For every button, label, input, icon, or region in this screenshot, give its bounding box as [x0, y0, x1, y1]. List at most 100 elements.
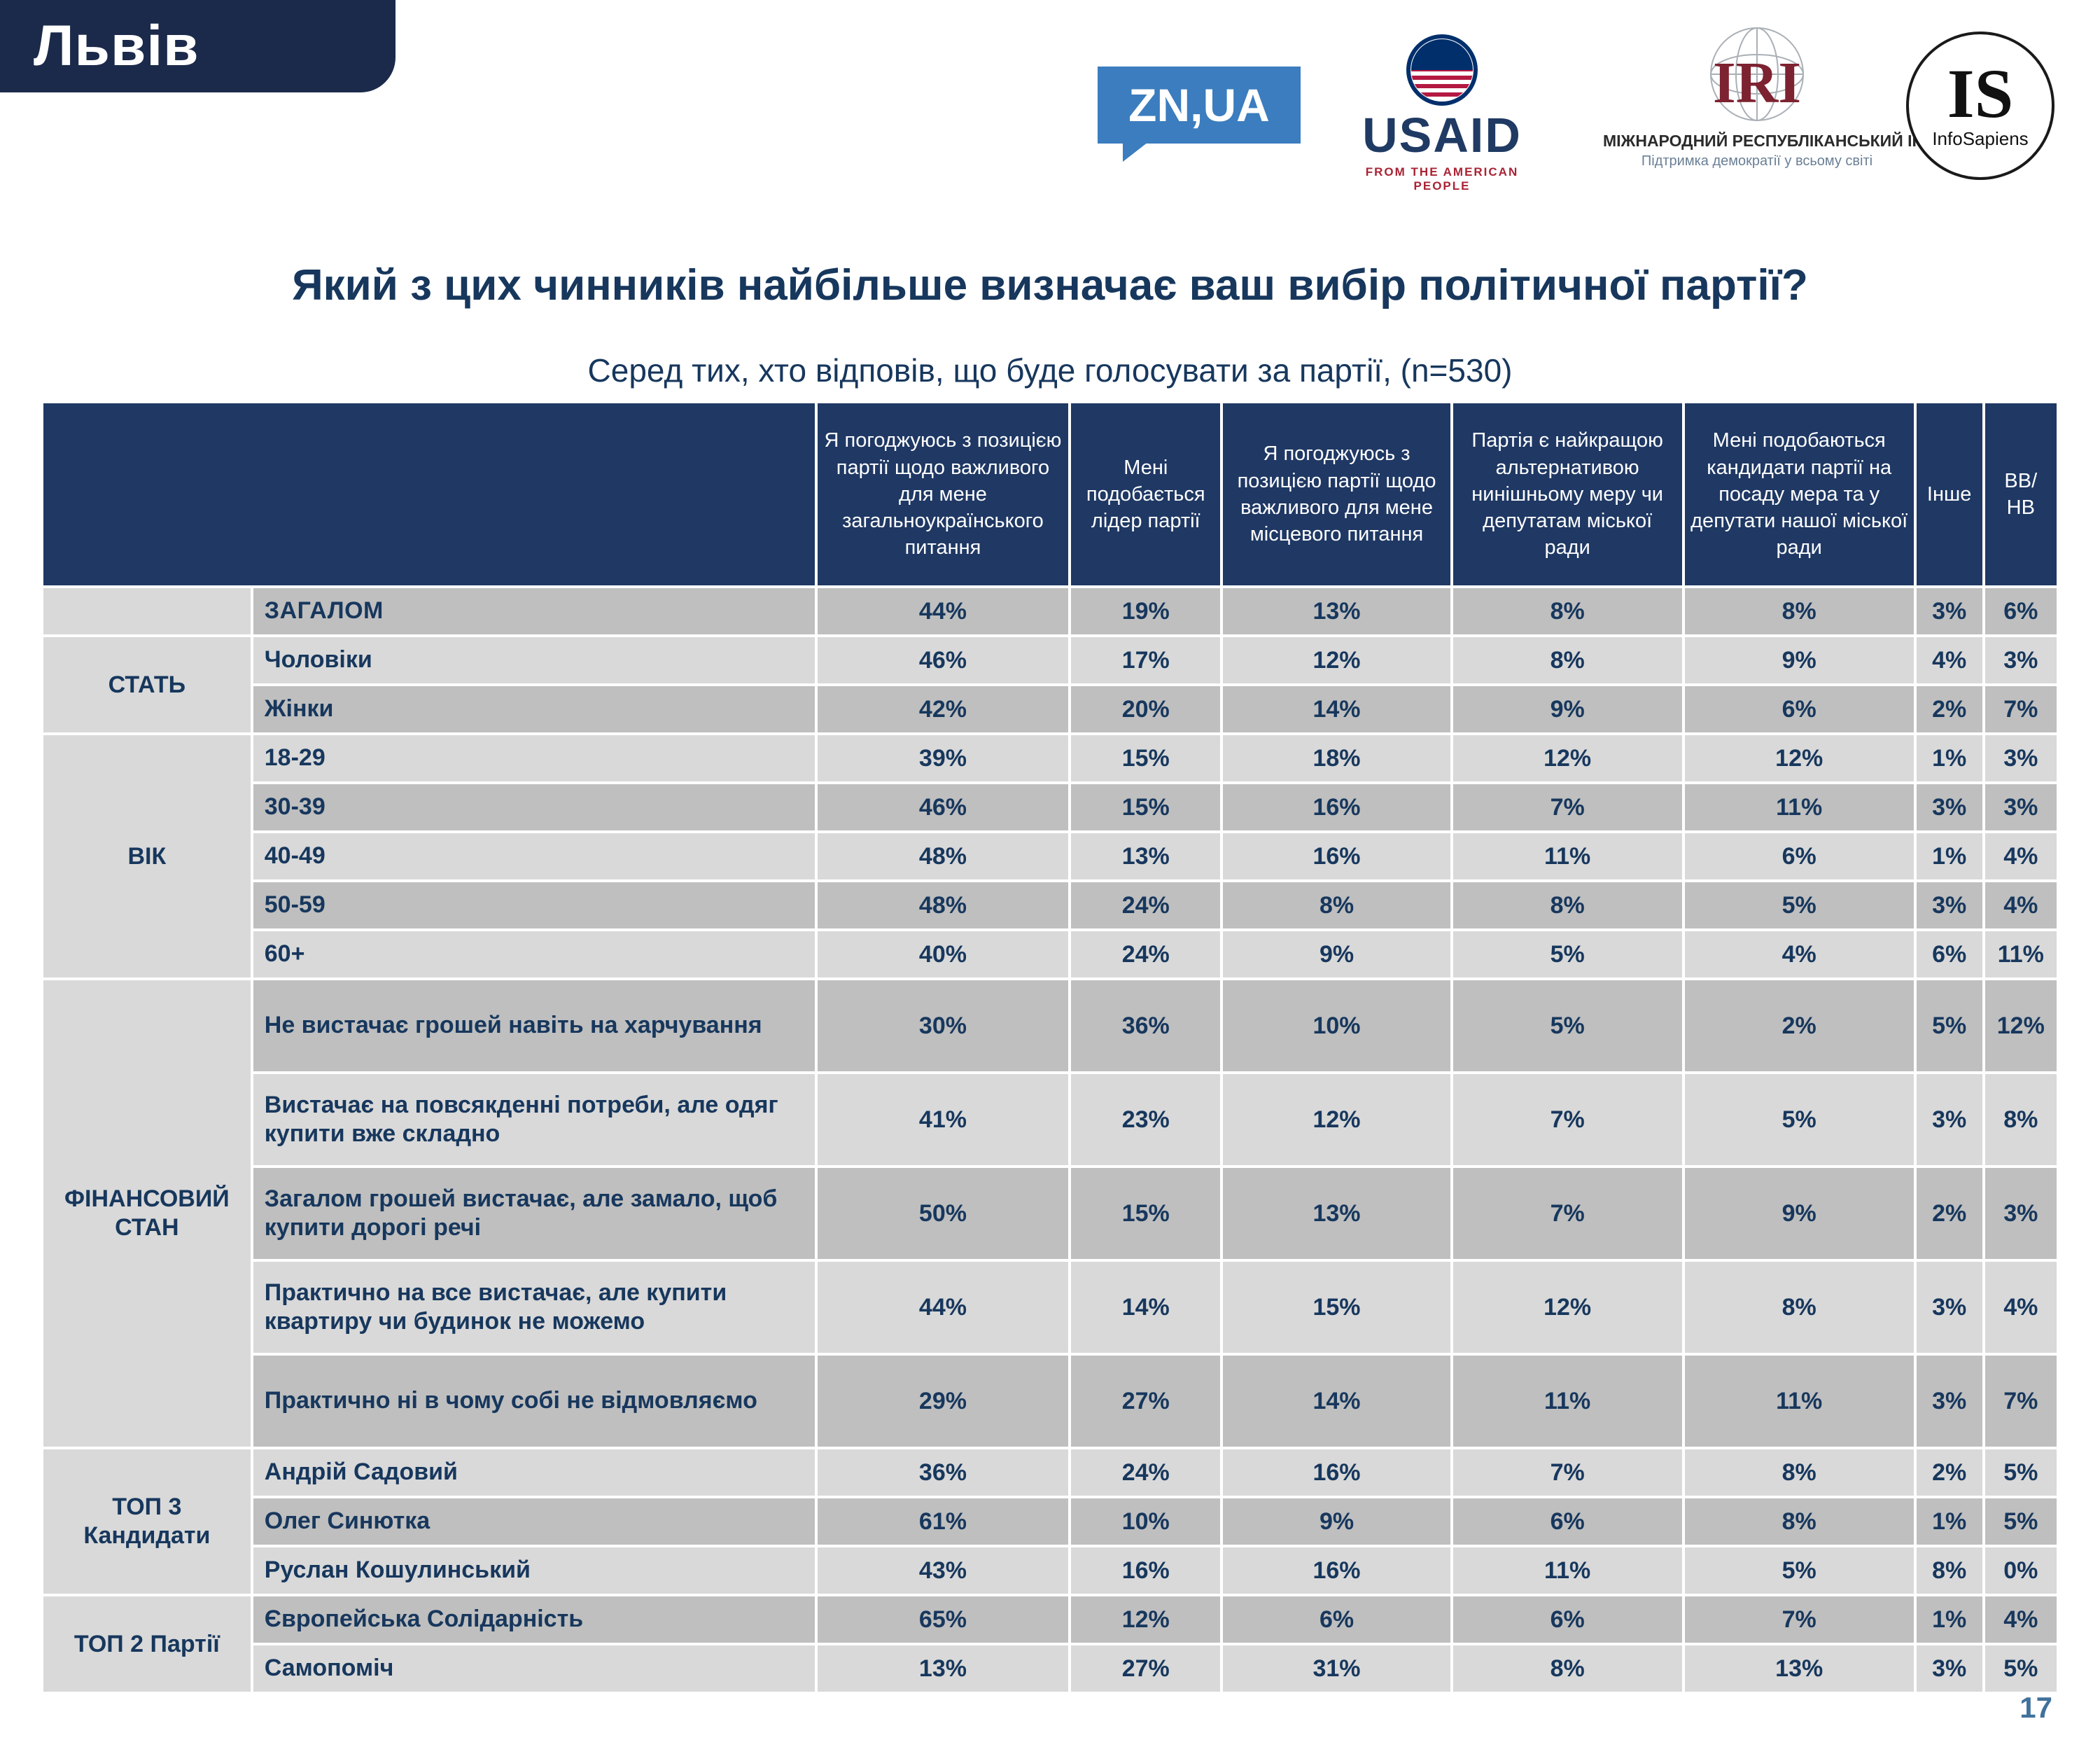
value-cell: 1%: [1916, 1498, 1982, 1545]
value-cell: 9%: [1223, 1498, 1450, 1545]
value-cell: 13%: [817, 1645, 1069, 1692]
value-cell: 8%: [1452, 882, 1682, 928]
value-cell: 5%: [1916, 980, 1982, 1071]
value-cell: 19%: [1071, 588, 1221, 634]
value-cell: 14%: [1071, 1262, 1221, 1353]
value-cell: 9%: [1684, 637, 1914, 683]
table-row: Жінки 42% 20% 14% 9% 6% 2% 7%: [43, 686, 2057, 732]
value-cell: 3%: [1984, 1168, 2057, 1259]
value-cell: 9%: [1684, 1168, 1914, 1259]
group-label: [43, 588, 251, 634]
value-cell: 39%: [817, 735, 1069, 781]
value-cell: 16%: [1223, 1547, 1450, 1594]
column-header: Я погоджуюсь з позицією партії щодо важл…: [1223, 403, 1450, 585]
value-cell: 14%: [1223, 1356, 1450, 1447]
table-row: 40-49 48% 13% 16% 11% 6% 1% 4%: [43, 833, 2057, 879]
row-label: Жінки: [253, 686, 815, 732]
value-cell: 27%: [1071, 1645, 1221, 1692]
column-header: Я погоджуюсь з позицією партії щодо важл…: [817, 403, 1069, 585]
value-cell: 15%: [1071, 784, 1221, 830]
value-cell: 4%: [1984, 833, 2057, 879]
table-row: ФІНАНСОВИЙ СТАН Не вистачає грошей навіть…: [43, 980, 2057, 1447]
value-cell: 44%: [817, 1262, 1069, 1353]
row-label: Олег Синютка: [253, 1498, 815, 1545]
value-cell: 11%: [1452, 1547, 1682, 1594]
value-cell: 30%: [817, 980, 1069, 1071]
iri-logo: IRI МІЖНАРОДНИЙ РЕСПУБЛІКАНСЬКИЙ ІНСТИТУ…: [1603, 24, 1986, 169]
value-cell: 4%: [1984, 1596, 2057, 1643]
row-label: ЗАГАЛОМ: [253, 588, 815, 634]
table-row: ЗАГАЛОМ 44% 19% 13% 8% 8% 3% 6%: [43, 588, 2057, 634]
value-cell: 6%: [1984, 588, 2057, 634]
value-cell: 6%: [1684, 833, 1914, 879]
value-cell: 61%: [817, 1498, 1069, 1545]
value-cell: 7%: [1452, 1168, 1682, 1259]
value-cell: 15%: [1071, 1168, 1221, 1259]
value-cell: 65%: [817, 1596, 1069, 1643]
value-cell: 3%: [1984, 637, 2057, 683]
value-cell: 8%: [1684, 1262, 1914, 1353]
value-cell: 7%: [1984, 686, 2057, 732]
table-row: Олег Синютка 61% 10% 9% 6% 8% 1% 5%: [43, 1498, 2057, 1545]
column-header: ВВ/ НВ: [1984, 403, 2057, 585]
page-title: Який з цих чинників найбільше визначає в…: [292, 261, 1808, 309]
value-cell: 8%: [1684, 1498, 1914, 1545]
group-label: ТОП 3 Кандидати: [43, 1449, 251, 1594]
value-cell: 13%: [1071, 833, 1221, 879]
value-cell: 2%: [1916, 1449, 1982, 1496]
row-label: Практично ні в чому собі не відмовляємо: [253, 1356, 815, 1447]
value-cell: 18%: [1223, 735, 1450, 781]
value-cell: 11%: [1452, 1356, 1682, 1447]
value-cell: 3%: [1984, 784, 2057, 830]
value-cell: 20%: [1071, 686, 1221, 732]
value-cell: 24%: [1071, 931, 1221, 977]
table-row: 50-59 48% 24% 8% 8% 5% 3% 4%: [43, 882, 2057, 928]
value-cell: 8%: [1684, 588, 1914, 634]
value-cell: 10%: [1223, 980, 1450, 1071]
value-cell: 8%: [1916, 1547, 1982, 1594]
group-label: ТОП 2 Партії: [43, 1596, 251, 1692]
value-cell: 12%: [1452, 1262, 1682, 1353]
column-header: Мені подобаються кандидати партії на пос…: [1684, 403, 1914, 585]
value-cell: 4%: [1684, 931, 1914, 977]
table-row: 30-39 46% 15% 16% 7% 11% 3% 3%: [43, 784, 2057, 830]
group-label: ФІНАНСОВИЙ СТАН: [43, 980, 251, 1447]
value-cell: 36%: [1071, 980, 1221, 1071]
value-cell: 43%: [817, 1547, 1069, 1594]
value-cell: 1%: [1916, 833, 1982, 879]
value-cell: 5%: [1684, 1074, 1914, 1165]
value-cell: 4%: [1916, 637, 1982, 683]
table-wrap: Я погоджуюсь з позицією партії щодо важл…: [41, 401, 2059, 1694]
value-cell: 11%: [1684, 784, 1914, 830]
value-cell: 3%: [1916, 1356, 1982, 1447]
value-cell: 5%: [1984, 1645, 2057, 1692]
value-cell: 2%: [1916, 686, 1982, 732]
row-label: Практично на все вистачає, але купити кв…: [253, 1262, 815, 1353]
value-cell: 6%: [1916, 931, 1982, 977]
infosapiens-abbr: IS: [1947, 54, 2014, 132]
row-label: Руслан Кошулинський: [253, 1547, 815, 1594]
value-cell: 2%: [1916, 1168, 1982, 1259]
value-cell: 7%: [1452, 784, 1682, 830]
results-table: Я погоджуюсь з позицією партії щодо важл…: [41, 401, 2059, 1694]
column-header: Інше: [1916, 403, 1982, 585]
value-cell: 24%: [1071, 882, 1221, 928]
infosapiens-name: InfoSapiens: [1932, 127, 2029, 149]
value-cell: 6%: [1684, 686, 1914, 732]
value-cell: 46%: [817, 637, 1069, 683]
value-cell: 42%: [817, 686, 1069, 732]
table-row: Практично на все вистачає, але купити кв…: [43, 1262, 2057, 1353]
value-cell: 16%: [1223, 1449, 1450, 1496]
group-label: СТАТЬ: [43, 637, 251, 732]
table-row: Вистачає на повсякденні потреби, але одя…: [43, 1074, 2057, 1165]
table-row: ВІК 18-29 39% 15% 18% 12% 12% 1% 3%: [43, 735, 2057, 977]
row-label: Чоловіки: [253, 637, 815, 683]
value-cell: 12%: [1984, 980, 2057, 1071]
value-cell: 40%: [817, 931, 1069, 977]
value-cell: 8%: [1452, 637, 1682, 683]
row-label: 18-29: [253, 735, 815, 781]
znua-logo-text: ZN,UA: [1128, 79, 1270, 131]
row-label: Загалом грошей вистачає, але замало, щоб…: [253, 1168, 815, 1259]
table-row: ТОП 2 Партії Європейська Солідарність 65% 1…: [43, 1596, 2057, 1692]
